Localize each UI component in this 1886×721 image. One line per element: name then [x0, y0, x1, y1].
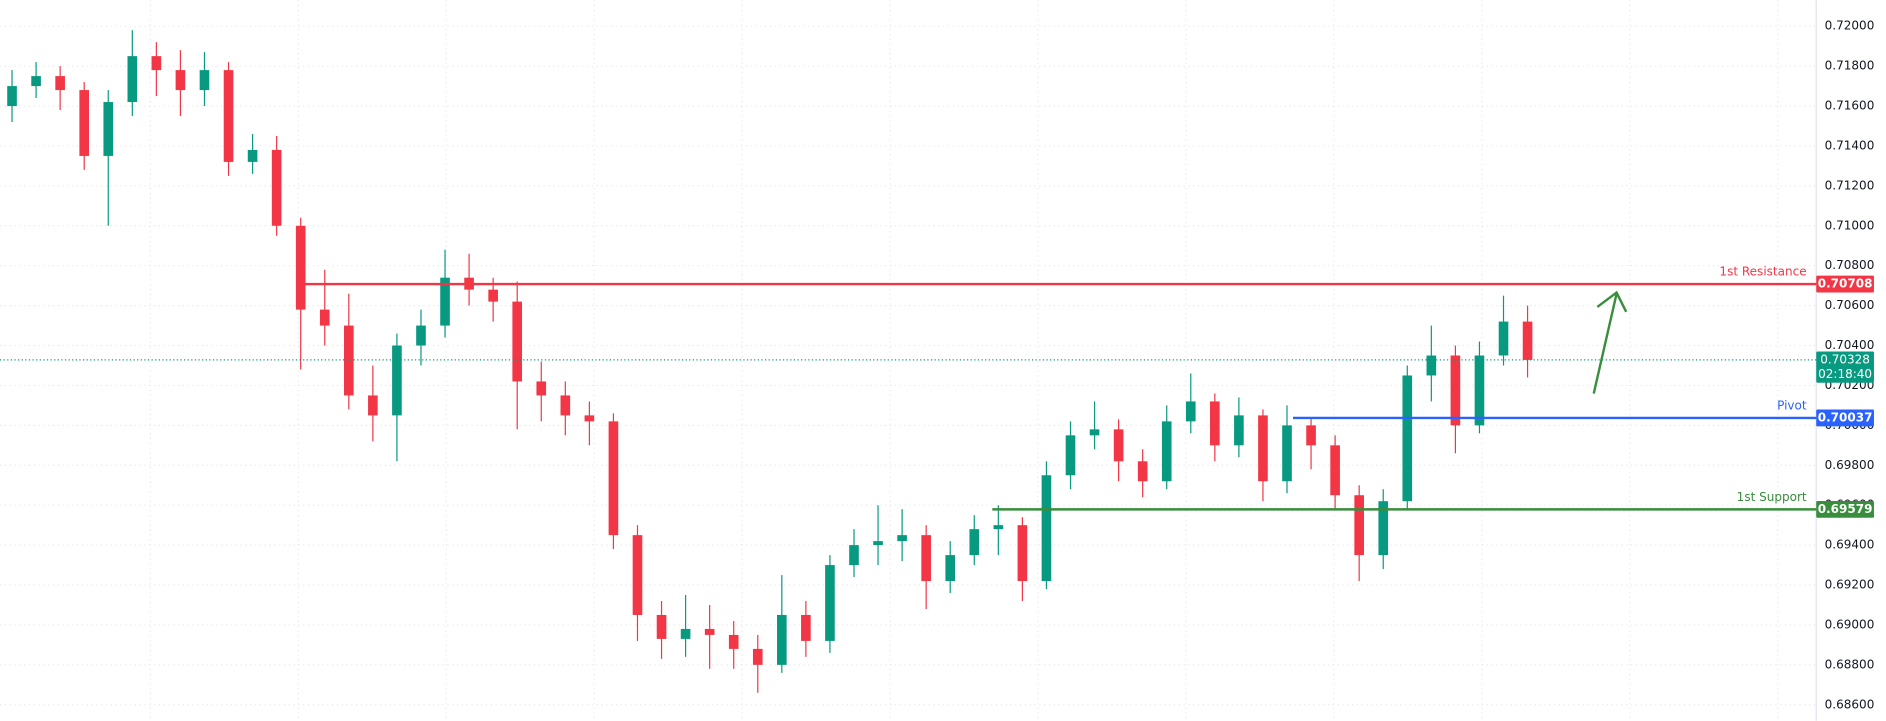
- candle-body: [175, 70, 186, 91]
- candle-body: [103, 102, 114, 156]
- price-axis: 0.72000 0.71800 0.71600 0.71400 0.71200 0.710…: [1825, 19, 1875, 712]
- candle-body: [680, 628, 691, 639]
- level-price-box: [1816, 500, 1874, 518]
- candle-body: [993, 525, 1004, 530]
- candle-body: [55, 76, 65, 91]
- candle-body: [1113, 429, 1124, 462]
- candle-body: [1185, 401, 1196, 422]
- candle-body: [608, 421, 619, 536]
- candle-body: [392, 345, 402, 416]
- plot-area: [7, 30, 1533, 693]
- level-name: Pivot: [1777, 398, 1807, 412]
- candle-body: [1258, 415, 1268, 482]
- candle-body: [31, 76, 41, 87]
- candle-body: [440, 277, 450, 326]
- candle-body: [873, 541, 883, 546]
- y-tick-label: 0.71600: [1825, 99, 1875, 113]
- candle-body: [1426, 355, 1437, 376]
- candle-body: [921, 535, 931, 582]
- candle-body: [1450, 355, 1461, 426]
- y-tick-label: 0.70600: [1825, 298, 1875, 312]
- candle-body: [79, 90, 90, 156]
- candle-body: [127, 56, 138, 103]
- y-tick-label: 0.70400: [1825, 338, 1875, 352]
- arrow-head: [1596, 290, 1628, 313]
- level-price-label: 0.70037: [1818, 410, 1873, 424]
- candle-body: [416, 325, 426, 346]
- candle-body: [319, 309, 330, 326]
- candle-body: [1402, 375, 1413, 502]
- candle-body: [7, 86, 17, 107]
- y-tick-label: 0.71000: [1825, 218, 1875, 232]
- y-tick-label: 0.71200: [1825, 178, 1875, 192]
- candle-body: [1306, 425, 1316, 446]
- candle-body: [801, 614, 811, 641]
- candle-body: [368, 395, 378, 416]
- candle-body: [1330, 445, 1340, 496]
- candle-body: [512, 301, 523, 382]
- candle-body: [1017, 525, 1028, 582]
- candle-body: [271, 149, 282, 226]
- candle-body: [656, 614, 667, 639]
- current-price-box: [1816, 351, 1874, 383]
- candle-body: [1354, 495, 1364, 556]
- y-tick-label: 0.68600: [1825, 697, 1875, 711]
- current-price-label: 0.70328: [1820, 352, 1870, 366]
- candle-body: [849, 545, 859, 566]
- candle-body: [1522, 321, 1533, 360]
- candle-body: [199, 70, 210, 91]
- candle-body: [1161, 421, 1172, 482]
- candle-body: [584, 415, 595, 422]
- candle-body: [728, 634, 739, 649]
- level-price-box: [1816, 409, 1874, 427]
- candle-body: [777, 614, 787, 665]
- y-tick-label: 0.69400: [1825, 538, 1875, 552]
- levels: 1st Resistance 0.70708 Pivot 0.70037 1st Sup…: [0, 265, 1874, 518]
- y-tick-label: 0.71800: [1825, 59, 1875, 73]
- candle-body: [1137, 461, 1148, 482]
- candle-body: [247, 149, 258, 162]
- level-price-label: 0.69579: [1818, 502, 1873, 516]
- candle-body: [1282, 425, 1292, 482]
- candle-body: [897, 535, 907, 542]
- level-name: 1st Resistance: [1719, 265, 1806, 279]
- candle-body: [825, 565, 835, 641]
- candle-body: [752, 648, 763, 665]
- candle-body: [969, 529, 980, 556]
- candle-body: [295, 225, 306, 310]
- y-tick-label: 0.69200: [1825, 578, 1875, 592]
- candle-body: [488, 289, 498, 302]
- candle-body: [223, 70, 234, 162]
- countdown-label: 02:18:40: [1818, 367, 1872, 381]
- candle-body: [1041, 475, 1052, 582]
- level-name: 1st Support: [1737, 490, 1807, 504]
- y-tick-label: 0.71400: [1825, 138, 1875, 152]
- candle-body: [1474, 355, 1485, 426]
- level-price-label: 0.70708: [1818, 277, 1873, 291]
- candle-body: [945, 555, 956, 582]
- level-price-box: [1816, 275, 1874, 293]
- candle-body: [536, 381, 547, 396]
- candle-body: [1378, 501, 1389, 556]
- candle-body: [1210, 401, 1220, 446]
- y-tick-label: 0.70800: [1825, 258, 1875, 272]
- candle-body: [632, 535, 643, 615]
- y-tick-label: 0.72000: [1825, 19, 1875, 33]
- candle-body: [1498, 321, 1509, 356]
- candle-body: [151, 56, 162, 71]
- candle-body: [704, 628, 715, 635]
- candle-body: [560, 395, 571, 416]
- candle-body: [1089, 429, 1100, 436]
- y-tick-label: 0.69000: [1825, 617, 1875, 631]
- candle-body: [344, 325, 354, 396]
- y-tick-label: 0.69800: [1825, 458, 1875, 472]
- arrow-shaft: [1592, 293, 1618, 394]
- y-tick-label: 0.68800: [1825, 657, 1875, 671]
- candle-body: [1234, 415, 1244, 446]
- candle-body: [1065, 435, 1076, 476]
